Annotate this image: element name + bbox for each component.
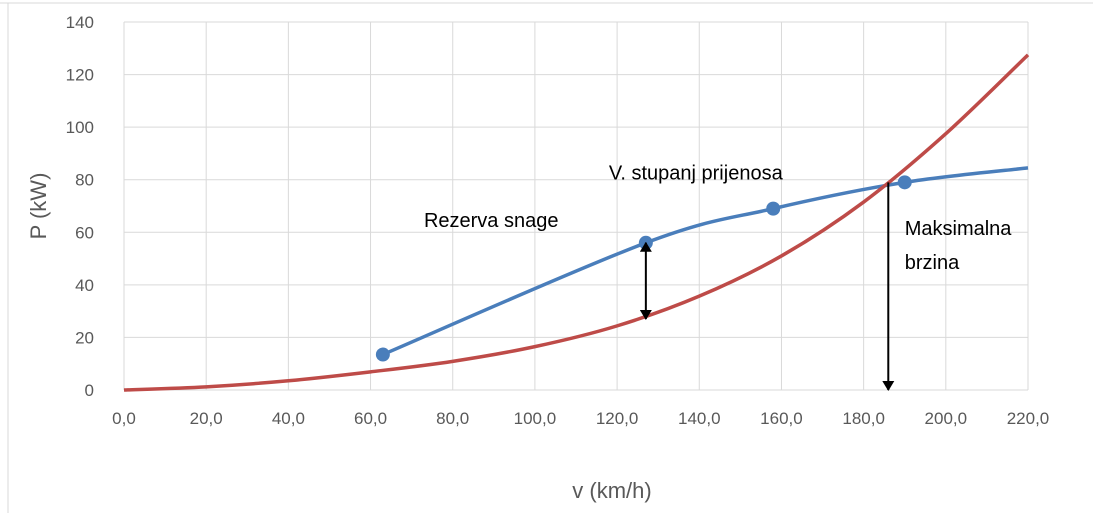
y-axis-title: P (kW)	[26, 173, 51, 240]
x-tick-label: 40,0	[272, 409, 305, 428]
annotation-maks2: brzina	[905, 252, 960, 274]
annotations-group: Rezerva snage V. stupanj prijenosa Maksima…	[424, 163, 1012, 274]
data-point-marker	[897, 175, 912, 190]
data-point-marker	[375, 347, 390, 362]
x-axis-title: v (km/h)	[572, 478, 651, 503]
series-group	[123, 53, 1030, 392]
y-tick-label: 80	[75, 171, 94, 190]
axes: 0,0 20,0 40,0 60,0 80,0 100,0 120,0 140,0 160,0 1…	[66, 13, 1050, 428]
x-tick-label: 60,0	[354, 409, 387, 428]
annotation-maks1: Maksimalna	[905, 218, 1013, 240]
grid-lines	[123, 21, 1029, 391]
y-tick-label: 140	[66, 13, 94, 32]
x-tick-label: 120,0	[596, 409, 639, 428]
y-tick-label: 60	[75, 223, 94, 242]
x-tick-label: 220,0	[1007, 409, 1050, 428]
x-tick-label: 180,0	[842, 409, 885, 428]
x-tick-label: 20,0	[190, 409, 223, 428]
resistance-power-curve	[123, 53, 1030, 392]
y-tick-label: 100	[66, 118, 94, 137]
annotation-stupanj: V. stupanj prijenosa	[609, 163, 784, 185]
arrows-group	[639, 182, 895, 391]
x-tick-label: 80,0	[436, 409, 469, 428]
y-tick-label: 0	[85, 381, 94, 400]
y-tick-label: 20	[75, 328, 94, 347]
annotation-rezerva: Rezerva snage	[424, 210, 559, 232]
x-tick-label: 160,0	[760, 409, 803, 428]
x-tick-label: 200,0	[925, 409, 968, 428]
y-tick-label: 120	[66, 66, 94, 85]
x-tick-label: 0,0	[112, 409, 136, 428]
data-point-marker	[766, 201, 781, 216]
x-tick-label: 100,0	[514, 409, 557, 428]
x-tick-label: 140,0	[678, 409, 721, 428]
y-tick-label: 40	[75, 276, 94, 295]
gear-power-curve	[382, 166, 1029, 357]
